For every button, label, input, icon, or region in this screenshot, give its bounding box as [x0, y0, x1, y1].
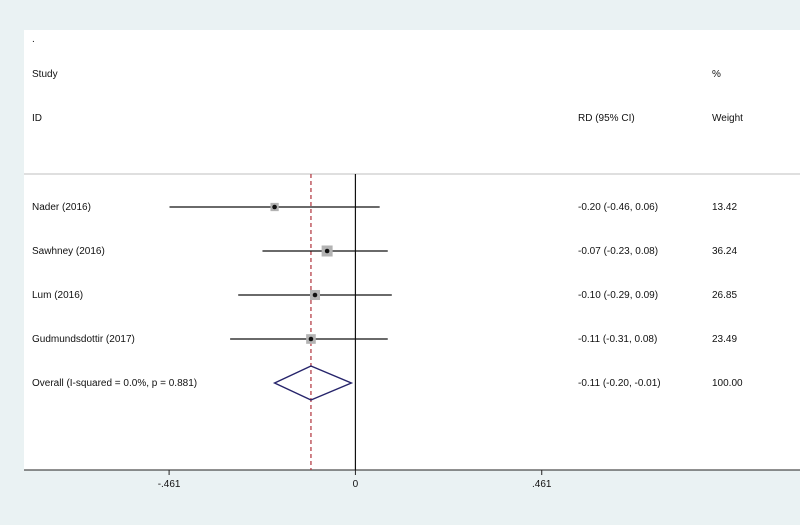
header-dot: .: [32, 34, 35, 45]
study-label: Nader (2016): [32, 202, 91, 213]
header-study-label: Study: [32, 69, 58, 80]
header-effect-label: RD (95% CI): [578, 113, 635, 124]
overall-ci-text: -0.11 (-0.20, -0.01): [578, 378, 661, 389]
effect-ci-text: -0.11 (-0.31, 0.08): [578, 334, 657, 345]
overall-diamond: [272, 365, 354, 401]
point-estimate: [312, 292, 318, 298]
x-tick-label: 0: [353, 479, 359, 490]
plot-panel: [24, 30, 800, 470]
header-percent-label: %: [712, 69, 721, 80]
study-label: Lum (2016): [32, 290, 83, 301]
study-label: Gudmundsdottir (2017): [32, 334, 135, 345]
x-tick-label: -.461: [158, 479, 181, 490]
header-id-label: ID: [32, 113, 42, 124]
weight-text: 36.24: [712, 246, 737, 257]
weight-text: 26.85: [712, 290, 737, 301]
effect-ci-text: -0.10 (-0.29, 0.09): [578, 290, 658, 301]
header-weight-label: Weight: [712, 113, 743, 124]
overall-label: Overall (I-squared = 0.0%, p = 0.881): [32, 378, 197, 389]
x-tick-label: .461: [532, 479, 552, 490]
weight-text: 13.42: [712, 202, 737, 213]
point-estimate: [272, 204, 277, 210]
weight-text: 23.49: [712, 334, 737, 345]
overall-weight-text: 100.00: [712, 378, 743, 389]
effect-ci-text: -0.20 (-0.46, 0.06): [578, 202, 658, 213]
effect-ci-text: -0.07 (-0.23, 0.08): [578, 246, 658, 257]
point-estimate: [308, 336, 314, 342]
study-label: Sawhney (2016): [32, 246, 105, 257]
point-estimate: [324, 248, 330, 254]
